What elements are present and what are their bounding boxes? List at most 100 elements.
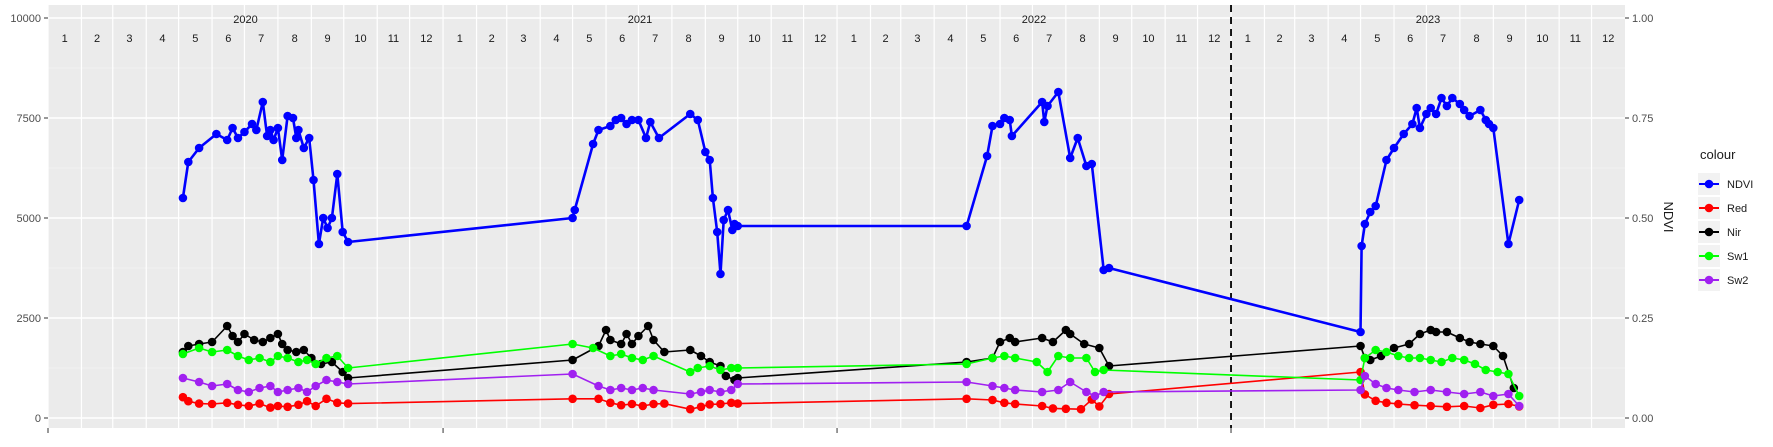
data-point-ndvi: [1408, 119, 1417, 129]
data-point-ndvi: [247, 119, 257, 129]
data-point-ndvi: [1043, 101, 1052, 111]
data-point-sw1: [1065, 353, 1075, 363]
data-point-ndvi: [568, 213, 577, 223]
data-point-nir: [1498, 351, 1508, 361]
data-point-sw1: [343, 363, 353, 373]
month-label: 10: [748, 33, 760, 45]
data-point-red: [733, 399, 743, 408]
data-point-ndvi: [723, 205, 733, 215]
left-axis-tick-label: 0: [35, 413, 41, 425]
data-point-sw1: [273, 351, 283, 361]
data-point-red: [322, 394, 331, 404]
legend-label-ndvi: NDVI: [1727, 179, 1753, 191]
data-point-ndvi: [1415, 123, 1425, 133]
data-point-ndvi: [212, 129, 221, 139]
data-point-sw2: [1360, 371, 1370, 381]
data-point-sw2: [1099, 387, 1108, 397]
data-point-sw1: [1447, 353, 1457, 363]
data-point-nir: [1465, 337, 1474, 347]
legend-title: colour: [1700, 147, 1736, 162]
data-point-ndvi: [705, 155, 714, 165]
month-label: 11: [1176, 33, 1187, 45]
data-point-sw1: [1459, 355, 1469, 365]
month-label: 12: [1602, 33, 1614, 45]
data-point-ndvi: [291, 133, 301, 143]
data-point-sw2: [1442, 387, 1452, 397]
data-point-ndvi: [594, 125, 603, 135]
month-label: 10: [1536, 33, 1548, 45]
month-label: 6: [1407, 33, 1413, 45]
data-point-nir: [1037, 333, 1047, 343]
data-point-sw2: [1371, 379, 1380, 389]
data-point-red: [638, 401, 648, 411]
data-point-nir: [291, 347, 301, 357]
data-point-red: [244, 401, 254, 411]
data-point-sw1: [962, 359, 971, 369]
data-point-ndvi: [1455, 99, 1465, 109]
data-point-nir: [685, 345, 695, 355]
month-label: 6: [225, 33, 231, 45]
data-point-red: [1010, 399, 1020, 409]
data-point-sw1: [588, 343, 598, 353]
data-point-nir: [601, 325, 611, 335]
data-point-nir: [1065, 329, 1075, 339]
data-point-red: [311, 401, 320, 411]
data-point-ndvi: [606, 121, 615, 131]
data-point-sw2: [1000, 383, 1009, 393]
data-point-red: [988, 395, 997, 405]
data-point-ndvi: [988, 121, 997, 131]
data-point-ndvi: [1039, 117, 1049, 127]
right-axis-tick-label: 0.50: [1632, 213, 1653, 225]
data-point-red: [726, 398, 736, 408]
data-point-nir: [266, 333, 275, 343]
data-point-sw1: [255, 353, 264, 363]
series-line-sw2: [182, 373, 1520, 407]
data-point-sw1: [1470, 359, 1480, 369]
data-point-ndvi: [252, 125, 261, 135]
data-point-ndvi: [1389, 143, 1399, 153]
year-label: 2023: [1416, 14, 1440, 26]
data-point-ndvi: [327, 213, 337, 223]
month-label: 3: [126, 33, 132, 45]
data-point-sw1: [1504, 369, 1513, 379]
data-point-sw1: [733, 363, 743, 373]
legend-label-red: Red: [1727, 203, 1747, 215]
data-point-sw2: [233, 385, 243, 395]
data-point-red: [627, 399, 637, 409]
data-point-ndvi: [178, 193, 188, 203]
data-point-ndvi: [294, 125, 303, 135]
month-label: 8: [686, 33, 692, 45]
data-point-sw1: [1360, 353, 1370, 363]
data-point-sw2: [283, 385, 292, 395]
data-point-ndvi: [1073, 133, 1083, 143]
month-label: 9: [325, 33, 331, 45]
data-point-nir: [1404, 339, 1414, 349]
data-point-sw2: [207, 381, 217, 391]
data-point-sw2: [1410, 387, 1419, 397]
data-point-nir: [733, 373, 743, 383]
data-point-sw2: [1382, 383, 1391, 393]
data-point-sw1: [726, 363, 736, 373]
data-point-red: [283, 402, 292, 412]
month-label: 12: [420, 33, 432, 45]
data-point-nir: [1048, 337, 1058, 347]
data-point-red: [1489, 400, 1498, 410]
data-point-sw2: [266, 381, 275, 391]
month-label: 3: [1308, 33, 1314, 45]
legend-key-point: [1704, 251, 1714, 261]
data-point-red: [1426, 401, 1436, 411]
data-point-sw1: [244, 355, 254, 365]
data-point-sw2: [1459, 389, 1469, 399]
data-point-sw1: [178, 349, 188, 359]
data-point-sw1: [988, 353, 997, 363]
data-point-red: [716, 399, 725, 409]
data-point-nir: [207, 337, 217, 347]
data-point-sw1: [1493, 367, 1502, 377]
data-point-red: [273, 401, 283, 411]
data-point-sw2: [726, 385, 736, 395]
month-label: 2: [94, 33, 100, 45]
data-point-red: [1371, 396, 1380, 406]
data-point-sw1: [693, 363, 703, 373]
data-point-ndvi: [616, 113, 626, 123]
month-label: 4: [553, 33, 559, 45]
